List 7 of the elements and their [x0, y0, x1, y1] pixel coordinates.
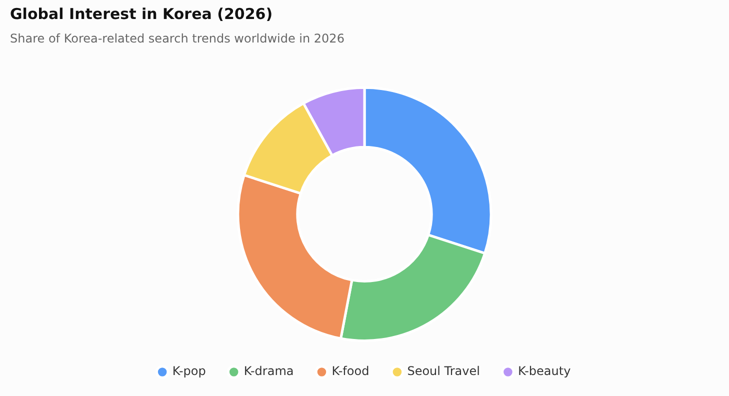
legend-label: K-food — [332, 364, 370, 378]
chart-subtitle: Share of Korea-related search trends worldwide in 2026 — [10, 31, 344, 46]
legend-label: K-pop — [172, 364, 206, 378]
legend-label: K-drama — [244, 364, 294, 378]
legend-label: Seoul Travel — [407, 364, 480, 378]
chart-title: Global Interest in Korea (2026) — [10, 4, 273, 23]
legend-label: K-beauty — [518, 364, 571, 378]
